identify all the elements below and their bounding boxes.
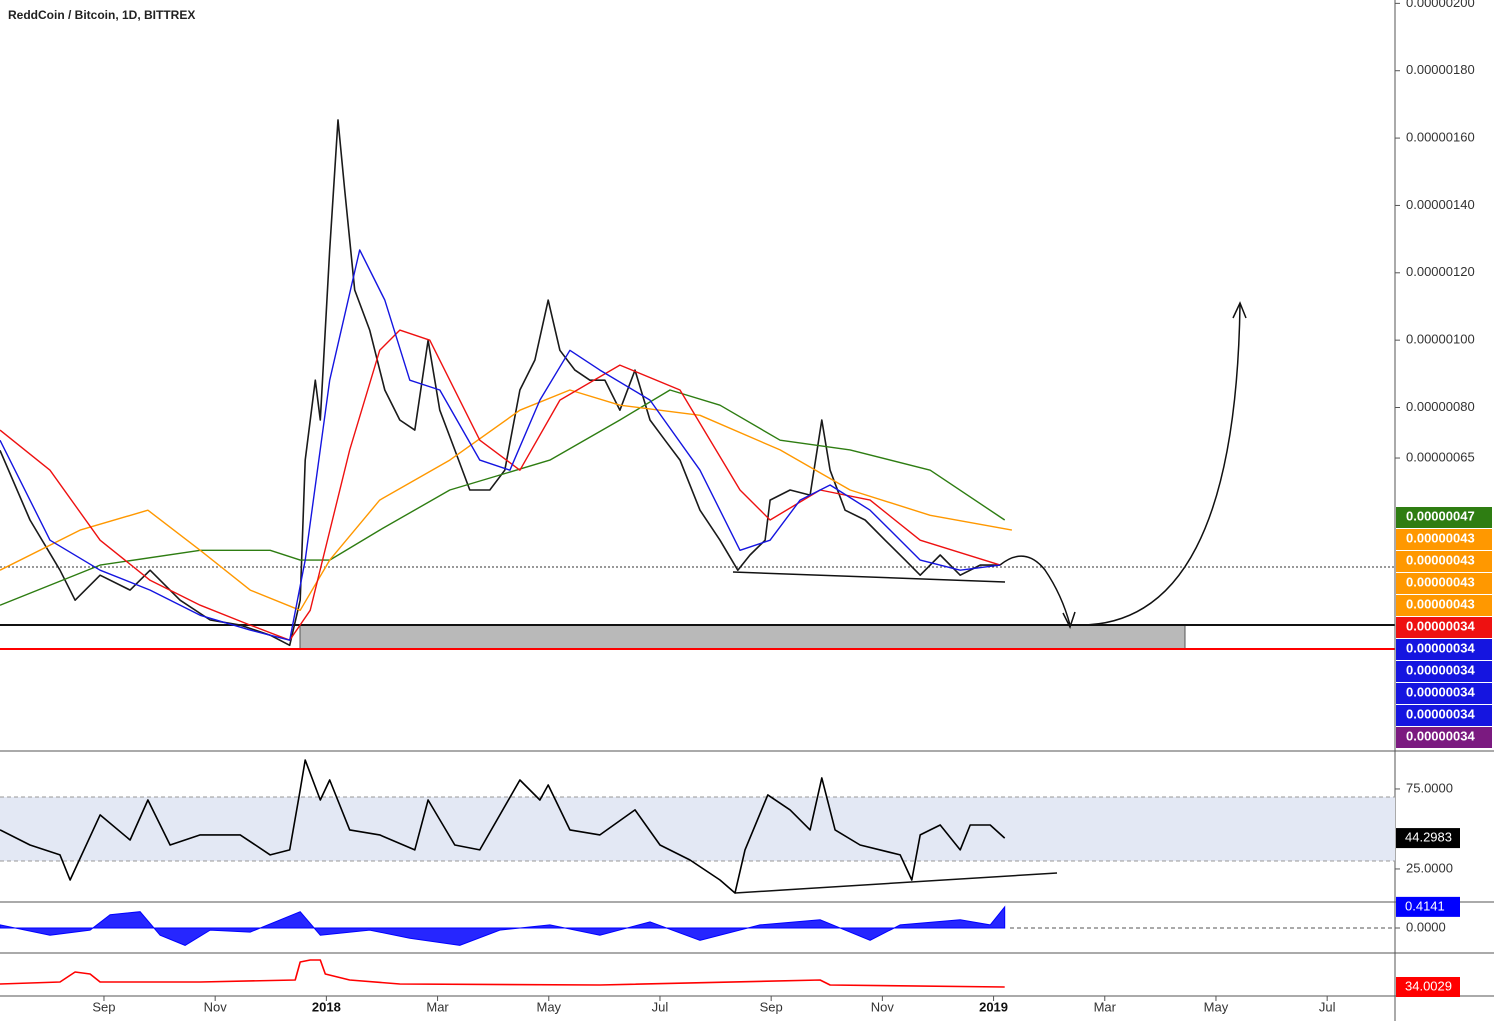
- x-tick-label: Mar: [426, 999, 449, 1014]
- y-tick-label: 0.00000080: [1406, 399, 1475, 414]
- price-badge: [1396, 507, 1492, 528]
- price-badge-label: 0.00000043: [1406, 596, 1475, 611]
- arrowhead: [1062, 611, 1076, 629]
- x-tick-label: Mar: [1094, 999, 1117, 1014]
- x-tick-label: May: [536, 999, 561, 1014]
- x-tick-label: 2018: [312, 999, 341, 1014]
- chart-title: ReddCoin / Bitcoin, 1D, BITTREX: [8, 8, 195, 22]
- price-badge-label: 0.00000047: [1406, 508, 1475, 523]
- price-badge: [1396, 727, 1492, 748]
- last-value-badge: [1396, 976, 1460, 997]
- last-value-label: 34.0029: [1405, 978, 1452, 993]
- y-tick-label: 0.00000200: [1406, 0, 1475, 10]
- x-tick-label: Sep: [760, 999, 783, 1014]
- rsi-band: [0, 796, 1395, 861]
- price-badge-label: 0.00000034: [1406, 684, 1475, 699]
- price-badge: [1396, 617, 1492, 638]
- line: [0, 959, 1005, 988]
- x-tick-label: Sep: [92, 999, 115, 1014]
- x-tick-label: Jul: [652, 999, 669, 1014]
- arrow-up: [1074, 304, 1241, 626]
- line: [0, 389, 1006, 606]
- price-badge-label: 0.00000034: [1406, 706, 1475, 721]
- price-badge: [1396, 661, 1492, 682]
- y-tick-label: 75.0000: [1406, 780, 1453, 795]
- line: [0, 329, 1001, 641]
- last-value-badge: [1396, 828, 1460, 849]
- price-badge: [1396, 683, 1492, 704]
- last-value-badge: [1396, 896, 1460, 917]
- price-badge-label: 0.00000043: [1406, 574, 1475, 589]
- y-tick-label: 0.00000180: [1406, 62, 1475, 77]
- price-badge: [1396, 639, 1492, 660]
- last-value-label: 44.2983: [1405, 830, 1452, 845]
- price-badge: [1396, 595, 1492, 616]
- x-tick-label: 2019: [979, 999, 1008, 1014]
- line: [0, 249, 1001, 641]
- y-tick-label: 0.00000160: [1406, 130, 1475, 145]
- price-badge: [1396, 705, 1492, 726]
- price-badge-label: 0.00000034: [1406, 618, 1475, 633]
- support-zone: [299, 624, 1186, 650]
- price-badge: [1396, 529, 1492, 550]
- trend-line: [732, 571, 1006, 583]
- last-value-label: 0.4141: [1405, 898, 1445, 913]
- arrow-down: [999, 555, 1071, 626]
- y-tick-label: 25.0000: [1406, 860, 1453, 875]
- x-tick-label: May: [1204, 999, 1229, 1014]
- line: [0, 759, 1006, 894]
- y-tick-label: 0.00000120: [1406, 264, 1475, 279]
- x-tick-label: Nov: [871, 999, 895, 1014]
- price-badge-label: 0.00000034: [1406, 728, 1475, 743]
- line: [0, 389, 1013, 611]
- y-tick-label: 0.0000: [1406, 919, 1446, 934]
- price-badge-label: 0.00000034: [1406, 662, 1475, 677]
- x-tick-label: Jul: [1319, 999, 1336, 1014]
- rsi-trend-line: [734, 872, 1058, 894]
- y-tick-label: 0.00000140: [1406, 197, 1475, 212]
- price-badge-label: 0.00000043: [1406, 530, 1475, 545]
- price-badge-label: 0.00000034: [1406, 640, 1475, 655]
- price-badge-label: 0.00000043: [1406, 552, 1475, 567]
- area: [0, 905, 1006, 946]
- y-tick-label: 0.00000100: [1406, 332, 1475, 347]
- price-badge: [1396, 551, 1492, 572]
- y-tick-label: 0.00000065: [1406, 449, 1475, 464]
- arrowhead: [1232, 301, 1247, 319]
- x-tick-label: Nov: [204, 999, 228, 1014]
- price-badge: [1396, 573, 1492, 594]
